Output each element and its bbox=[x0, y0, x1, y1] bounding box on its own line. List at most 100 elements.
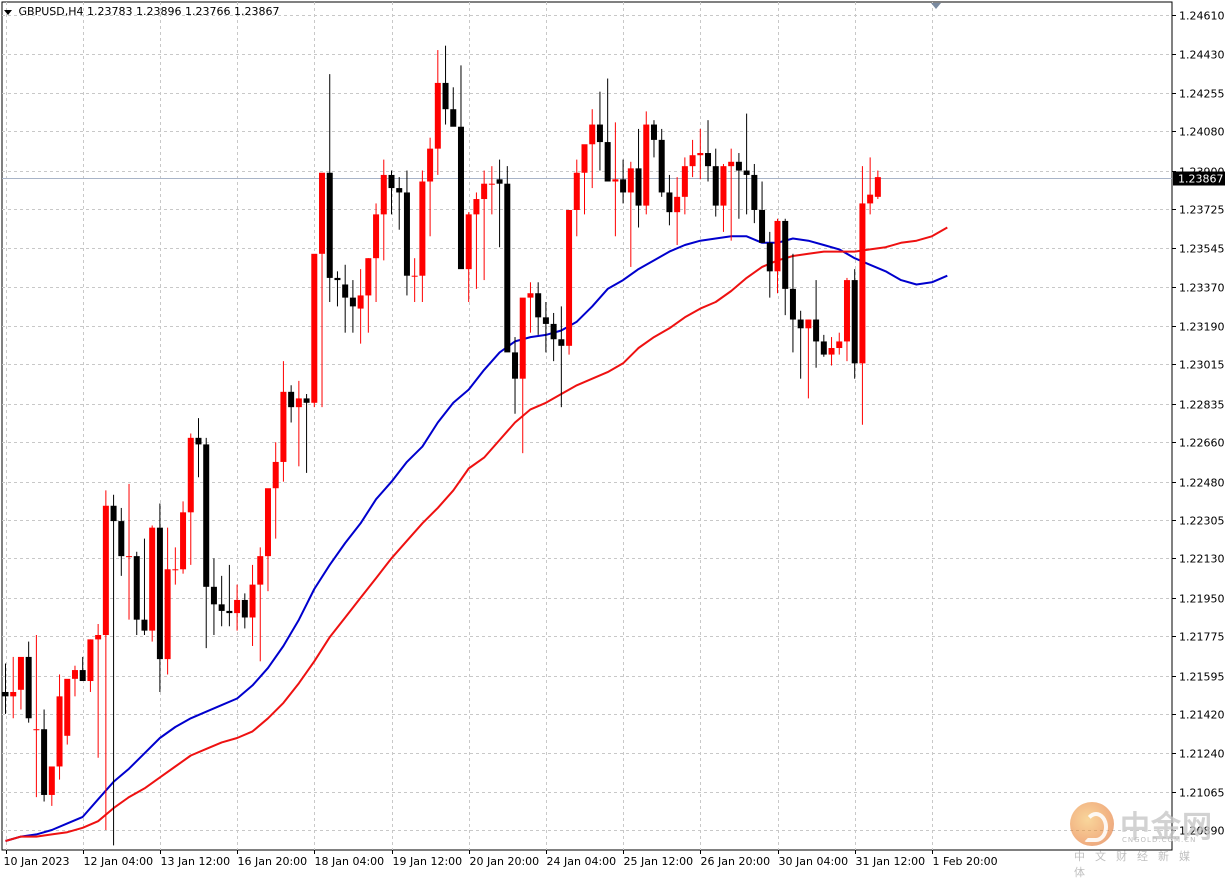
candle bbox=[828, 337, 835, 366]
candle-body bbox=[851, 280, 858, 364]
candle bbox=[357, 269, 364, 344]
candle bbox=[705, 120, 712, 182]
candle bbox=[519, 297, 526, 454]
candle bbox=[473, 192, 480, 289]
candle bbox=[164, 527, 171, 675]
symbol-name: GBPUSD,H4 bbox=[18, 5, 84, 18]
watermark-brand: 中金网 bbox=[1120, 810, 1213, 845]
candle-body bbox=[48, 766, 55, 795]
candle-body bbox=[187, 437, 194, 513]
candle-body bbox=[326, 172, 333, 278]
candle-body bbox=[604, 142, 611, 182]
candle bbox=[10, 656, 17, 719]
candle-body bbox=[349, 297, 356, 307]
candle-body bbox=[481, 183, 488, 200]
candle-body bbox=[527, 293, 534, 298]
candle-body bbox=[782, 220, 789, 289]
candle bbox=[766, 231, 773, 298]
candle-body bbox=[735, 161, 742, 171]
candle bbox=[805, 319, 812, 399]
candle-body bbox=[751, 174, 758, 210]
candle-body bbox=[17, 656, 24, 690]
watermark: 中金网 CNGOLD.COM.CN 中文财经新媒体 bbox=[1068, 800, 1218, 879]
x-tick-label: 12 Jan 04:00 bbox=[84, 855, 154, 868]
candle bbox=[759, 181, 766, 243]
watermark-tagline: 中文财经新媒体 bbox=[1074, 850, 1200, 879]
candle-body bbox=[859, 203, 866, 364]
candle bbox=[789, 253, 796, 353]
candle bbox=[87, 639, 94, 692]
candle-body bbox=[241, 599, 248, 618]
candle-body bbox=[303, 398, 310, 403]
candle-body bbox=[295, 398, 302, 408]
candle-body bbox=[149, 527, 156, 631]
candle-body bbox=[264, 488, 271, 557]
candle-body bbox=[473, 199, 480, 215]
y-tick-label: 1.22660 bbox=[1179, 437, 1225, 450]
candle-body bbox=[512, 352, 519, 379]
candle-body bbox=[542, 317, 549, 324]
candle bbox=[558, 306, 565, 408]
candle bbox=[681, 157, 688, 215]
candle bbox=[689, 139, 696, 178]
candle bbox=[874, 170, 881, 200]
candle bbox=[365, 258, 372, 333]
x-tick-label: 1 Feb 20:00 bbox=[933, 855, 998, 868]
candle-body bbox=[210, 586, 217, 605]
candle bbox=[172, 547, 179, 585]
watermark-logo-icon bbox=[1070, 802, 1114, 846]
candle-body bbox=[2, 691, 9, 697]
candle-body bbox=[712, 166, 719, 206]
candle-body bbox=[681, 166, 688, 197]
y-tick-label: 1.23190 bbox=[1179, 321, 1225, 334]
x-tick-label: 24 Jan 04:00 bbox=[547, 855, 617, 868]
candle bbox=[581, 144, 588, 215]
candle-body bbox=[828, 348, 835, 355]
candle bbox=[481, 170, 488, 281]
candle-body bbox=[334, 277, 341, 281]
candle-body bbox=[589, 124, 596, 145]
candle-body bbox=[666, 192, 673, 213]
axis-layer: 1.246101.244301.242551.240801.239001.237… bbox=[4, 3, 1225, 868]
candle bbox=[79, 656, 86, 682]
candle-body bbox=[836, 341, 843, 349]
candle bbox=[326, 74, 333, 303]
candle bbox=[797, 310, 804, 379]
x-tick-label: 30 Jan 04:00 bbox=[779, 855, 849, 868]
candle-body bbox=[141, 619, 148, 631]
candle-body bbox=[218, 604, 225, 611]
candle-layer bbox=[2, 45, 881, 846]
candle bbox=[465, 212, 472, 303]
candle bbox=[102, 490, 109, 830]
candle-body bbox=[411, 275, 418, 277]
candle-body bbox=[342, 284, 349, 298]
candle bbox=[635, 128, 642, 228]
candle bbox=[388, 170, 395, 215]
candle bbox=[218, 575, 225, 627]
candle-body bbox=[581, 144, 588, 173]
y-tick-label: 1.23370 bbox=[1179, 282, 1225, 295]
candle bbox=[735, 153, 742, 219]
y-tick-label: 1.24430 bbox=[1179, 49, 1225, 62]
candle bbox=[249, 564, 256, 646]
candle bbox=[272, 442, 279, 539]
candle-body bbox=[620, 179, 627, 193]
candle bbox=[149, 525, 156, 642]
candle bbox=[627, 161, 634, 267]
candle bbox=[867, 157, 874, 215]
chevron-down-icon[interactable] bbox=[4, 9, 12, 15]
candle bbox=[64, 678, 71, 745]
x-tick-label: 26 Jan 20:00 bbox=[701, 855, 771, 868]
candle-body bbox=[234, 599, 241, 614]
candle-body bbox=[396, 188, 403, 193]
candle-body bbox=[41, 729, 48, 795]
current-price-label: 1.23867 bbox=[1178, 173, 1224, 186]
candle bbox=[836, 332, 843, 355]
candle-body bbox=[373, 214, 380, 259]
candle-body bbox=[180, 512, 187, 570]
candle bbox=[133, 551, 140, 636]
candle bbox=[110, 494, 117, 846]
candle bbox=[450, 87, 457, 127]
candle-body bbox=[365, 258, 372, 296]
